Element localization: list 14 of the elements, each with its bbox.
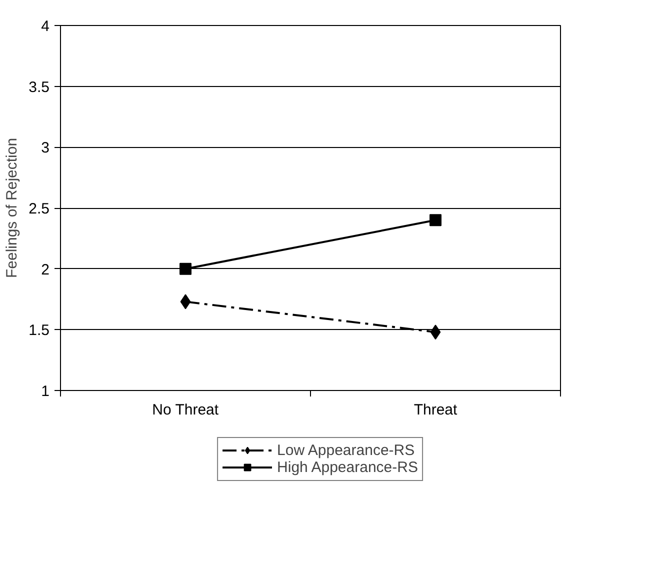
point — [180, 262, 192, 275]
y-tick-label: 3 — [41, 140, 50, 157]
y-tick-label: 2.5 — [28, 200, 50, 218]
y-tick-label: 1.5 — [28, 322, 50, 340]
y-tick-label: 4 — [41, 18, 50, 35]
legend-label: High Appearance-RS — [277, 458, 418, 476]
point — [430, 214, 442, 226]
y-tick-label: 1 — [41, 383, 50, 400]
x-tick-label: No Threat — [152, 402, 220, 418]
x-tick-label: Threat — [414, 402, 458, 418]
y-tick-label: 2 — [41, 261, 50, 278]
y-axis-title: Feelings of Rejection — [4, 138, 21, 278]
legend-label: Low Appearance-RS — [277, 442, 415, 458]
y-tick-label: 3.5 — [28, 78, 50, 96]
